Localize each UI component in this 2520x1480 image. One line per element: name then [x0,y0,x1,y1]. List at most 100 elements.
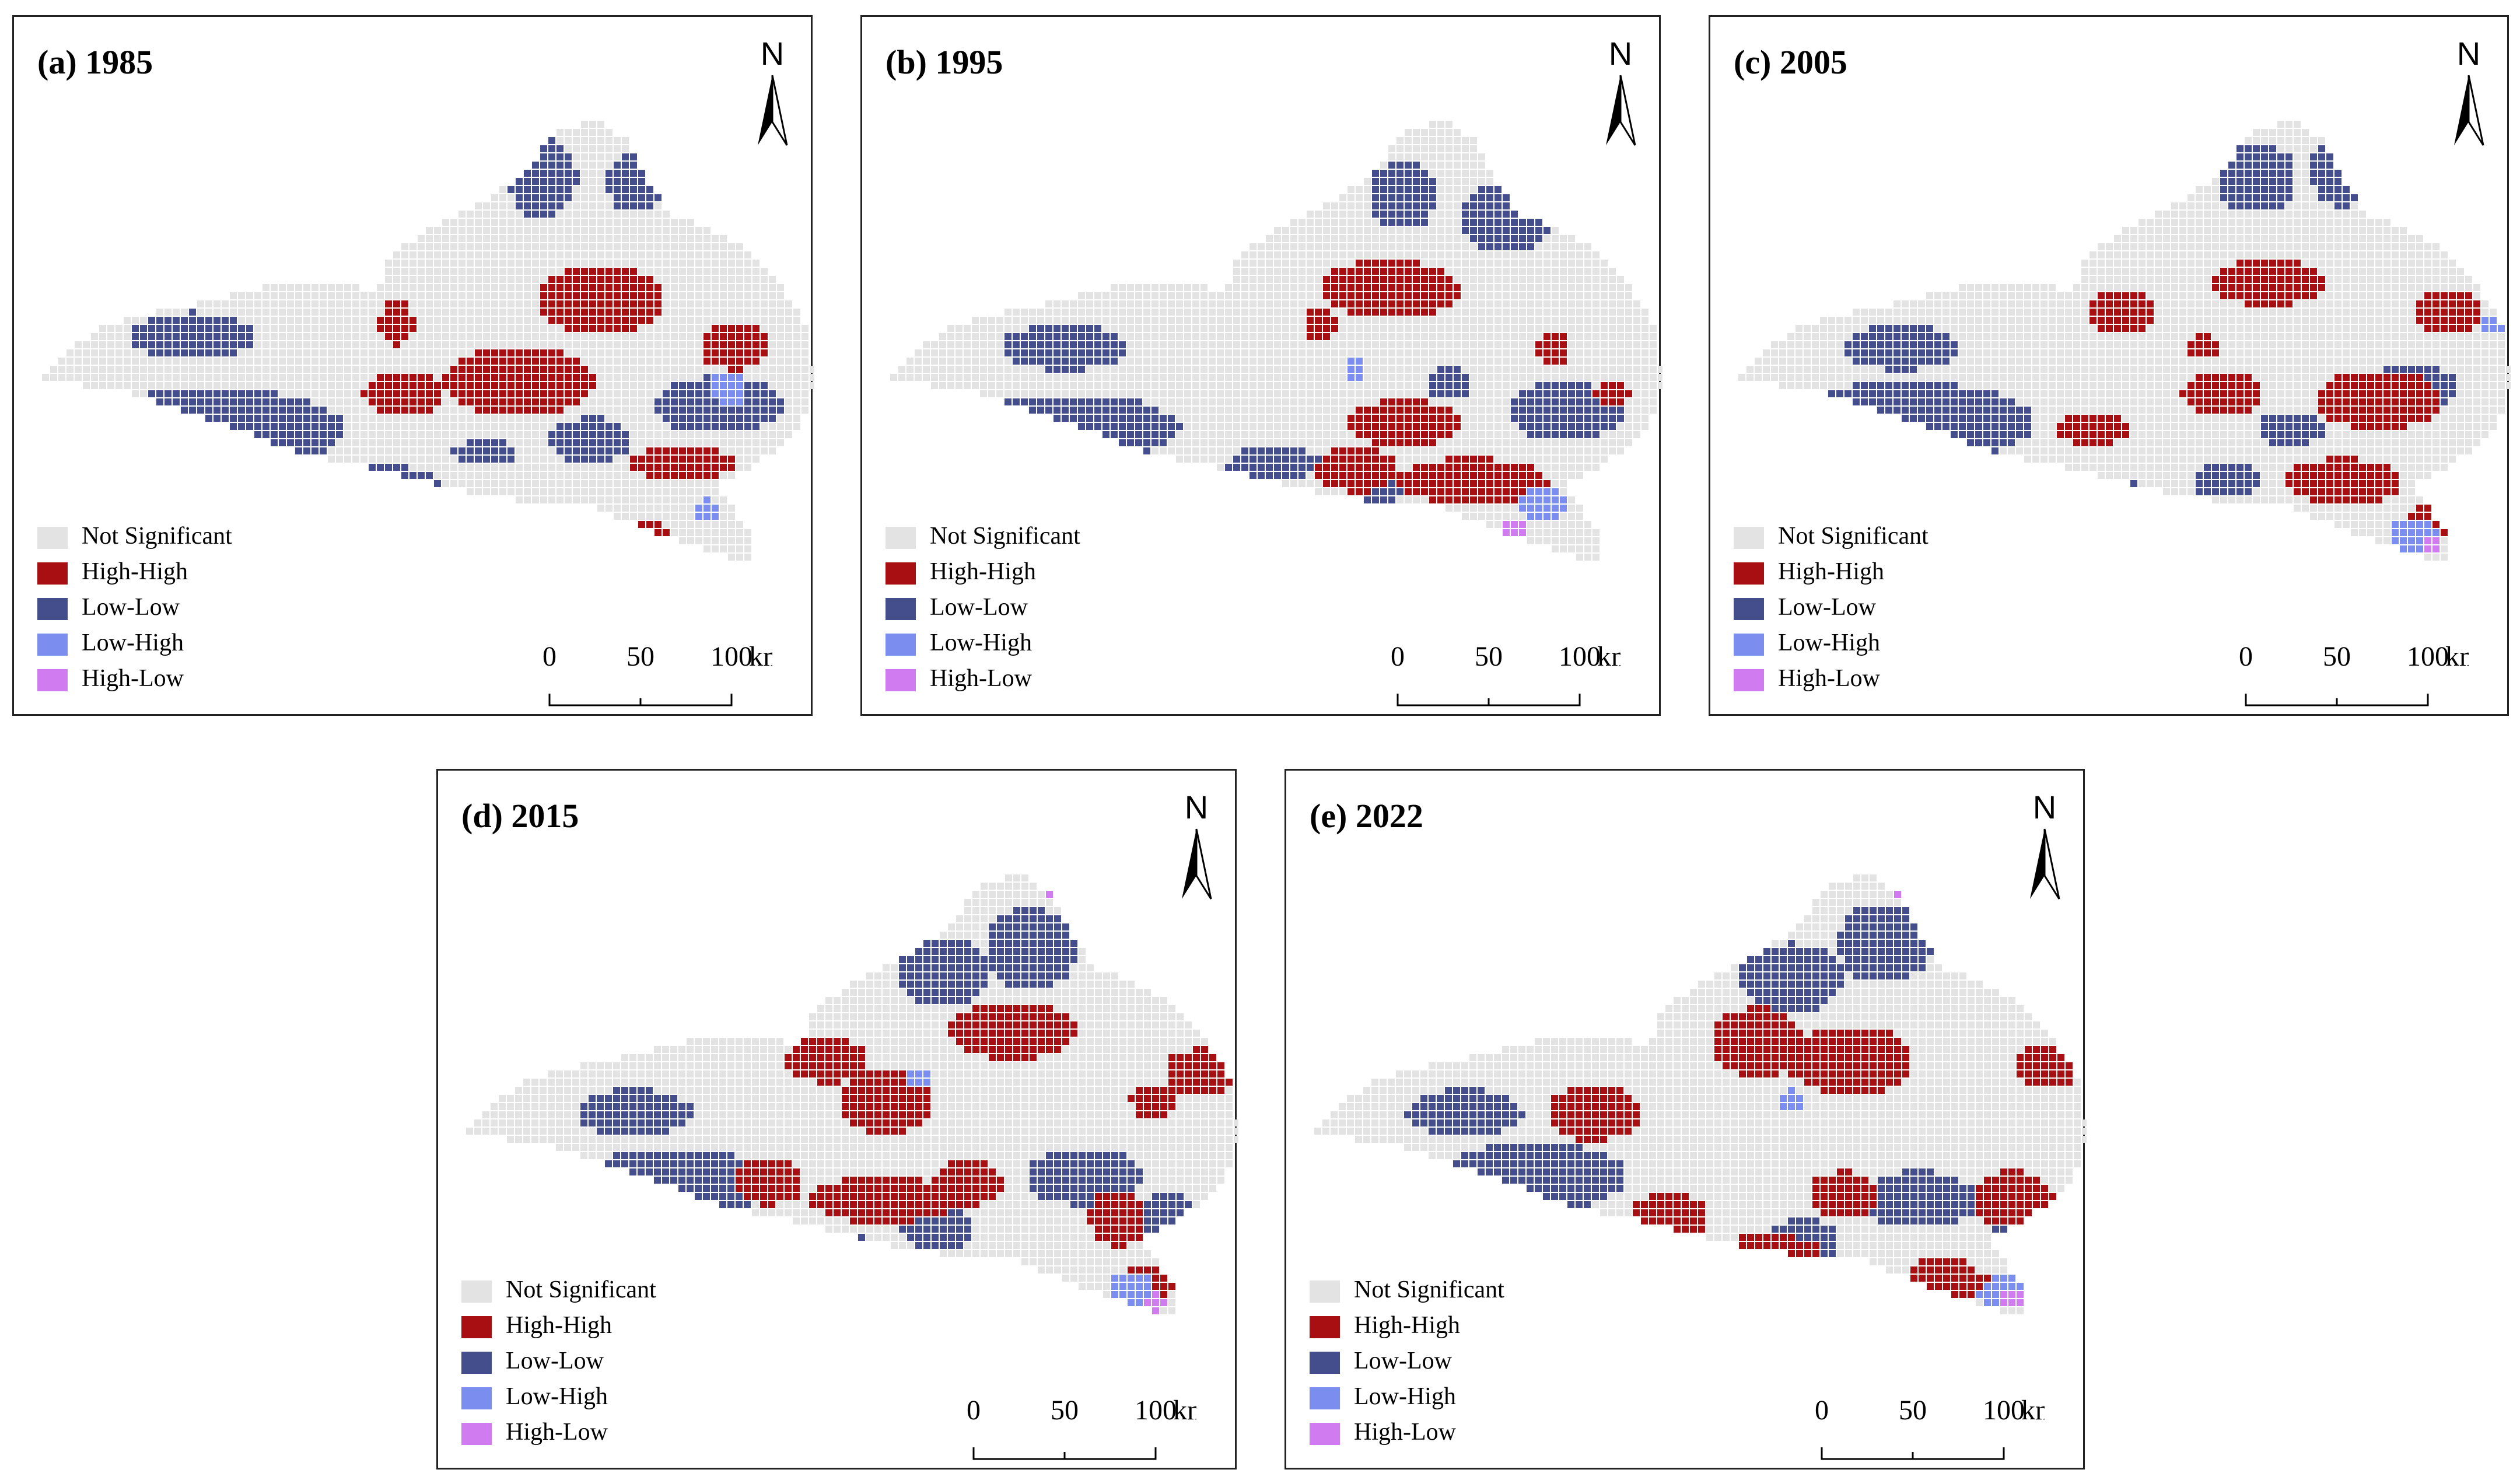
cell-not-significant [295,284,302,291]
cell-high-high [1380,472,1387,479]
cell-not-significant [1290,300,1297,307]
cell-not-significant [1323,431,1330,438]
cell-high-high [1307,317,1314,324]
cell-not-significant [548,260,555,267]
cell-not-significant [996,341,1003,348]
cell-high-high [728,325,735,332]
cell-not-significant [1511,513,1518,520]
cell-high-high [1364,472,1371,479]
cell-not-significant [1086,292,1093,299]
cell-not-significant [695,325,702,332]
cell-not-significant [1037,382,1044,389]
cell-low-low [695,398,702,405]
cell-not-significant [1160,333,1167,340]
cell-not-significant [1519,382,1526,389]
cell-high-high [532,382,539,389]
cell-not-significant [1176,333,1183,340]
cell-not-significant [1200,333,1208,340]
cell-low-low [434,480,441,487]
cell-low-low [1511,211,1518,218]
cell-not-significant [1005,317,1012,324]
cell-not-significant [344,390,351,397]
cell-low-low [1119,398,1126,405]
cell-not-significant [352,423,359,430]
cell-not-significant [1339,488,1346,495]
cell-not-significant [663,480,670,487]
cell-not-significant [475,227,482,234]
cell-not-significant [328,349,335,356]
cell-not-significant [1029,317,1036,324]
cell-low-low [540,211,547,218]
cell-low-low [1143,415,1150,422]
cell-low-low [262,398,270,405]
cell-not-significant [1560,439,1567,446]
cell-high-high [369,390,376,397]
cell-high-high [556,366,564,373]
cell-not-significant [287,366,294,373]
cell-not-significant [491,309,498,316]
cell-not-significant [1013,366,1020,373]
cell-high-high [1388,431,1395,438]
cell-not-significant [671,309,678,316]
cell-not-significant [679,227,686,234]
cell-not-significant [475,211,482,218]
cell-high-high [1494,496,1502,503]
cell-not-significant [1102,374,1110,381]
cell-not-significant [1184,447,1191,454]
cell-low-low [1511,398,1518,405]
cell-low-high [1544,505,1550,512]
cell-not-significant [1429,137,1436,144]
cell-not-significant [597,333,604,340]
cell-not-significant [947,374,954,381]
cell-not-significant [720,521,727,528]
cell-low-low [1421,219,1428,226]
cell-not-significant [1568,447,1575,454]
cell-low-low [1527,235,1534,242]
cell-not-significant [622,390,629,397]
legend-swatch [886,634,916,656]
cell-low-low [222,415,229,422]
cell-not-significant [230,374,237,381]
cell-not-significant [1470,276,1477,283]
cell-not-significant [459,243,466,250]
cell-not-significant [483,415,490,422]
cell-low-low [132,341,139,348]
cell-not-significant [1372,325,1379,332]
cell-not-significant [1470,349,1477,356]
cell-low-low [1119,431,1126,438]
cell-not-significant [1446,153,1452,160]
cell-low-low [532,178,539,185]
cell-not-significant [890,374,897,381]
cell-not-significant [1633,374,1640,381]
cell-high-high [1519,472,1526,479]
cell-not-significant [597,472,604,479]
cell-not-significant [499,333,506,340]
cell-not-significant [238,374,245,381]
cell-not-significant [1241,423,1248,430]
cell-low-low [630,178,637,185]
cell-not-significant [320,325,327,332]
cell-not-significant [1462,349,1469,356]
cell-not-significant [483,488,490,495]
cell-high-high [540,309,547,316]
cell-not-significant [646,349,653,356]
cell-high-high [516,358,523,365]
cell-not-significant [622,496,629,503]
cell-not-significant [1429,170,1436,177]
cell-not-significant [1192,341,1199,348]
cell-low-high [704,505,710,512]
cell-not-significant [1421,235,1428,242]
cell-not-significant [1348,317,1354,324]
cell-high-high [1429,292,1436,299]
cell-not-significant [1633,431,1640,438]
cell-low-low [1519,219,1526,226]
cell-not-significant [401,456,408,463]
cell-low-low [189,333,196,340]
cell-not-significant [622,235,629,242]
cell-not-significant [1200,423,1208,430]
cell-high-high [1405,300,1412,307]
cell-not-significant [589,137,596,144]
cell-not-significant [1274,382,1281,389]
cell-high-high [1454,415,1461,422]
cell-not-significant [720,268,727,275]
